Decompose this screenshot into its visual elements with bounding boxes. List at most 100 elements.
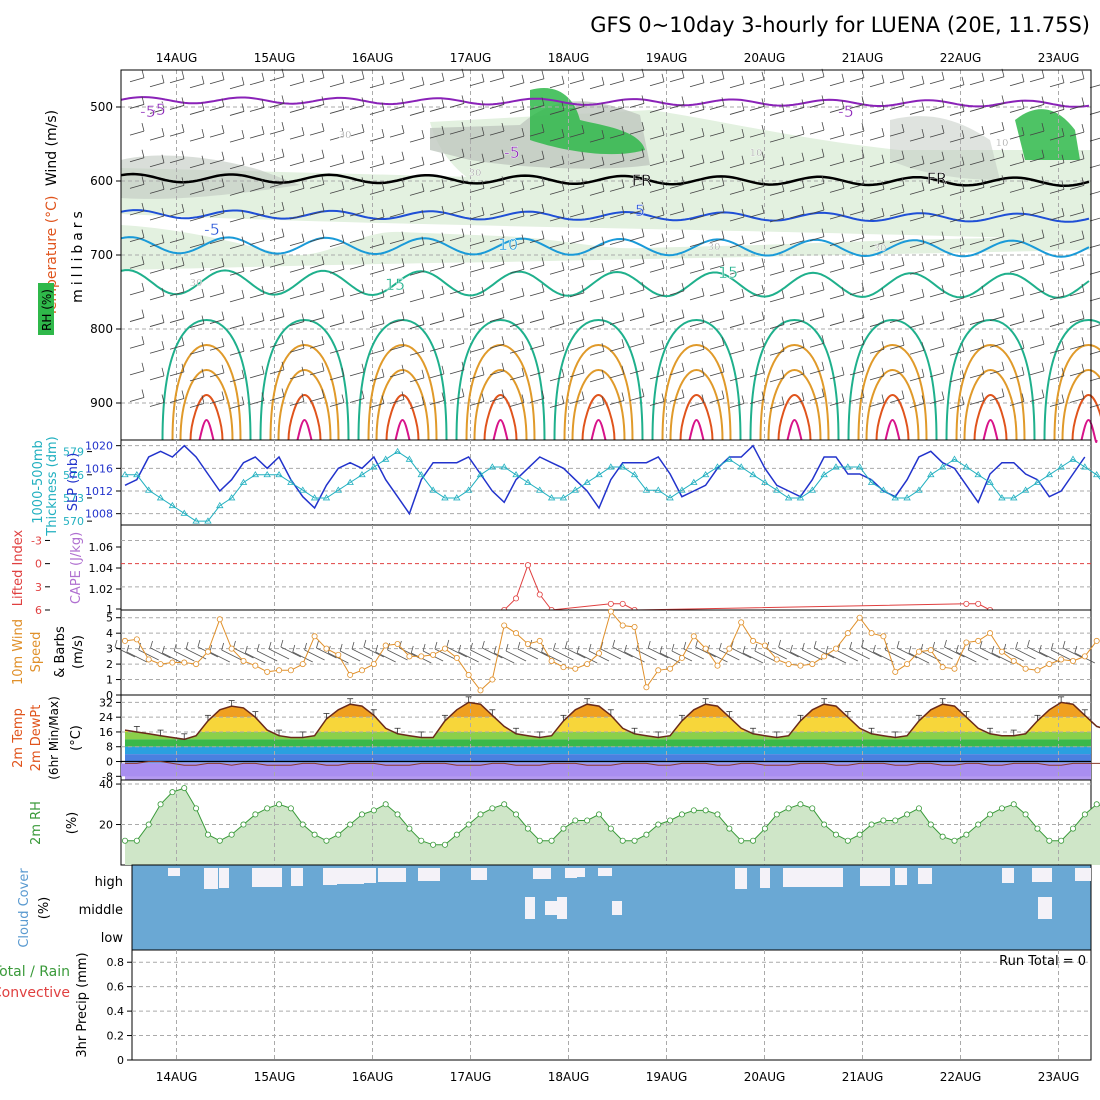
wind-barb — [769, 164, 785, 170]
wind10m-barb — [1062, 647, 1084, 659]
wind-barb-flag — [221, 364, 225, 373]
wind-barb-flag — [1081, 283, 1085, 293]
wind-barb — [869, 268, 885, 274]
wind-barb — [189, 376, 205, 382]
wind-barb-flag — [361, 310, 365, 319]
wind-barb — [629, 262, 645, 268]
rh2m-line-marker — [785, 805, 792, 812]
cloud-high-bar — [1032, 868, 1052, 882]
wind-barb-flag — [981, 365, 985, 374]
wind-barb-flag — [781, 289, 785, 299]
wind-barb — [929, 319, 945, 324]
wind-barb-flag — [981, 339, 985, 348]
wind-barb-flag — [1021, 153, 1025, 162]
thickness-line-marker — [678, 486, 686, 493]
wind-barb-flag — [621, 285, 625, 295]
wind-barb — [229, 244, 245, 250]
thickness-ylabel: Thickness (dm) — [45, 436, 60, 536]
wind-barb-flag — [981, 179, 985, 188]
wind-barb — [149, 162, 165, 168]
wind-barb — [1069, 371, 1085, 377]
contour-label: 10 — [750, 148, 763, 159]
wind-barb-flag — [301, 206, 305, 216]
wind-barb — [1089, 137, 1100, 142]
wind-barb — [429, 213, 445, 219]
wind-barb — [809, 156, 825, 162]
wind-barb — [709, 398, 725, 403]
wind-barb — [949, 404, 965, 409]
wind-barb-flag — [641, 95, 645, 104]
wind-barb-flag — [721, 203, 725, 213]
contour-label: FR — [632, 171, 652, 190]
wind-barb — [489, 343, 505, 349]
wind-barb-flag — [1001, 308, 1005, 317]
wind-barb-flag — [861, 69, 865, 78]
wind-barb-flag — [621, 152, 625, 161]
wind-barb — [729, 189, 745, 195]
wind-barb — [969, 80, 985, 86]
wind-barb-flag — [441, 99, 445, 108]
wind10m-barb-flag — [304, 642, 307, 651]
wind-barb — [1049, 295, 1065, 301]
wind-barb-flag — [1041, 96, 1045, 105]
wind-barb-flag — [781, 76, 785, 85]
wind-barb — [509, 135, 525, 141]
wind10m-barb — [1039, 651, 1060, 663]
wind-barb-flag — [581, 338, 585, 347]
wind10m-barb — [1003, 650, 1024, 662]
wind-barb — [829, 108, 845, 113]
diurnal-contour — [553, 318, 644, 441]
wind-barb — [1029, 370, 1045, 376]
temp-band — [125, 717, 1091, 732]
rh2m-line-marker — [1046, 837, 1053, 844]
wind-barb — [1049, 375, 1065, 381]
wind-barb — [849, 397, 865, 402]
wind-barb-flag — [881, 181, 885, 190]
wind-barb-flag — [661, 366, 665, 375]
wind-barb — [1089, 191, 1100, 195]
wind-barb-flag — [1001, 175, 1005, 184]
wind-barb — [709, 264, 725, 270]
wind-barb — [209, 159, 225, 165]
thickness-line-marker — [1081, 463, 1089, 470]
wind-barb — [1009, 108, 1025, 113]
wind10m-line-marker — [489, 676, 496, 683]
wind-barb — [609, 107, 625, 112]
cloud-high-bar — [291, 868, 303, 886]
axis-tick-label: 500 — [90, 100, 113, 114]
wind-barb-flag — [661, 73, 665, 82]
wind-barb-flag — [821, 335, 825, 344]
wind-barb-flag — [681, 149, 685, 158]
diurnal-contour — [875, 393, 910, 441]
wind-barb — [589, 404, 605, 409]
wind-barb — [569, 345, 585, 351]
wind-barb — [309, 370, 325, 376]
wind-barb-flag — [201, 155, 205, 164]
wind-barb — [1029, 397, 1045, 402]
wind-barb — [409, 270, 425, 276]
wind-barb-flag — [361, 123, 365, 133]
wind-barb — [209, 79, 225, 85]
rh2m-line-marker — [1093, 801, 1100, 808]
wind10m-line-marker — [868, 630, 875, 637]
wind10m-line-marker — [690, 633, 697, 640]
wind-barb — [989, 316, 1005, 321]
wind-barb — [549, 269, 565, 275]
wind-barb-flag — [721, 70, 725, 79]
wind-barb-flag — [701, 261, 705, 270]
wind-barb-flag — [741, 235, 745, 244]
wind-barb — [589, 164, 605, 170]
wind-barb — [489, 263, 505, 269]
diurnal-contour — [955, 343, 1026, 441]
rh2m-line-marker — [726, 825, 733, 832]
wind-barb — [129, 343, 145, 349]
wind-barb — [689, 268, 705, 274]
wind-barb — [649, 81, 665, 87]
wind10m-barb-flag — [624, 644, 627, 653]
rh2m-line-marker — [702, 807, 709, 814]
wind-barb — [349, 105, 365, 110]
wind-barb — [429, 160, 445, 166]
cloud-high-bar — [598, 868, 612, 876]
